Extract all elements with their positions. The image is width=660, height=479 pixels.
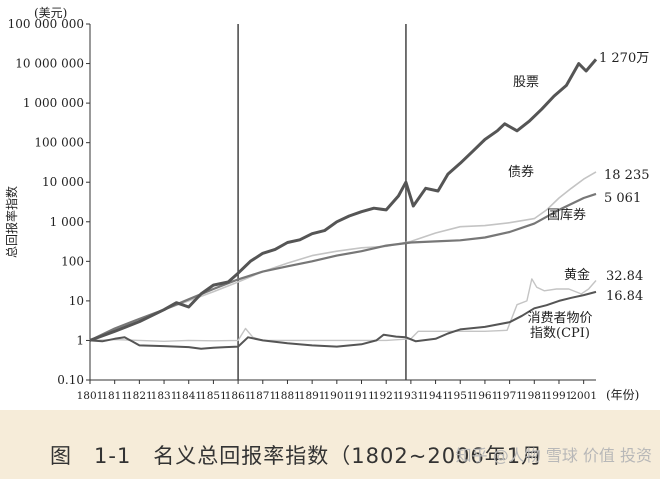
x-tick-label: 1951 xyxy=(447,390,474,402)
y-unit-label: (美元) xyxy=(34,6,67,20)
x-tick-label: 1981 xyxy=(521,390,548,402)
series-name-label: 消费者物价 xyxy=(527,311,592,326)
series-end-label: 1 270万 xyxy=(599,51,649,66)
figure-caption: 图 1-1 名义总回报率指数（1802~2006年1月 xyxy=(50,444,544,468)
y-tick-label: 10 000 xyxy=(42,175,84,189)
series-name-label: 股票 xyxy=(513,75,539,90)
x-tick-label: 2001 xyxy=(570,390,597,402)
x-tick-label: 1991 xyxy=(546,390,573,402)
watermark: 知乎 @人物 雪球 价值 投资 xyxy=(455,446,652,465)
x-tick-label: 1811 xyxy=(101,390,128,402)
y-tick-label: 100 000 xyxy=(34,136,84,150)
x-tick-label: 1821 xyxy=(126,390,153,402)
chart-axes: 100 000 000 10 000 000 1 000 000 100 000 10 … xyxy=(8,17,597,402)
series-name-label: 债券 xyxy=(508,164,534,180)
x-tick-label: 1961 xyxy=(472,390,499,402)
series-line xyxy=(89,171,597,342)
total-return-chart: 100 000 000 10 000 000 1 000 000 100 000 10 … xyxy=(4,6,650,402)
caption-band xyxy=(0,410,660,479)
x-tick-label: 1971 xyxy=(496,390,523,402)
x-tick-label: 1871 xyxy=(249,390,276,402)
y-tick-label: 1 xyxy=(76,333,84,347)
series-name-label: 黄金 xyxy=(564,267,590,283)
series-line xyxy=(89,290,597,350)
series-end-label: 16.84 xyxy=(606,289,643,304)
x-tick-label: 1911 xyxy=(348,390,375,402)
x-tick-label: 1881 xyxy=(274,390,301,402)
series-end-label: 32.84 xyxy=(606,269,643,284)
y-tick-label: 0.10 xyxy=(57,373,84,387)
x-tick-label: 1901 xyxy=(323,390,350,402)
series-line xyxy=(89,192,597,342)
series-name-label: 国库券 xyxy=(547,207,586,223)
series-end-label: 5 061 xyxy=(604,191,641,206)
x-tick-label: 1841 xyxy=(175,390,202,402)
x-tick-label: 1851 xyxy=(200,390,227,402)
x-tick-label: 1921 xyxy=(373,390,400,402)
series-line xyxy=(89,58,598,342)
y-tick-label: 1 000 xyxy=(50,215,84,229)
y-tick-label: 1 000 000 xyxy=(23,96,84,110)
x-tick-label: 1891 xyxy=(299,390,326,402)
x-tick-label: 1931 xyxy=(398,390,425,402)
y-tick-label: 10 xyxy=(69,294,84,308)
x-tick-label: 1831 xyxy=(151,390,178,402)
x-tick-label: 1861 xyxy=(225,390,252,402)
y-tick-label: 100 000 000 xyxy=(8,17,84,31)
series-end-label: 18 235 xyxy=(604,168,650,183)
x-tick-label: 1801 xyxy=(77,390,104,402)
chart-series xyxy=(89,58,598,350)
x-tick-label: 1941 xyxy=(422,390,449,402)
x-axis-label: (年份) xyxy=(606,388,639,402)
y-tick-label: 100 xyxy=(61,254,84,268)
y-tick-label: 10 000 000 xyxy=(15,57,84,71)
chart-vertical-lines xyxy=(237,24,407,380)
y-axis-label: 总回报率指数 xyxy=(4,186,19,258)
series-name-label: 指数(CPI) xyxy=(530,326,590,341)
